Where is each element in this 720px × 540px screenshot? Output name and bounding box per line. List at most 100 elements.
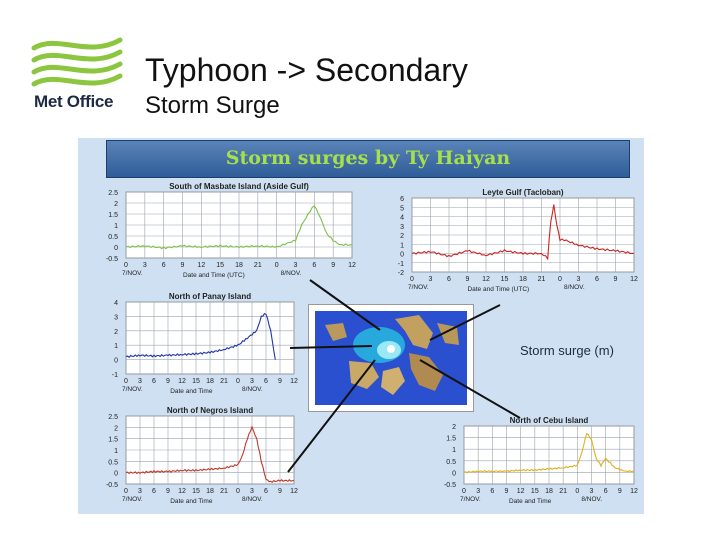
- y-tick-label: 2.5: [108, 414, 118, 421]
- x-tick-label: 18: [235, 262, 243, 269]
- x-tick-label: 0: [410, 276, 414, 283]
- map-graphic: [315, 311, 467, 405]
- y-tick-label: 0: [400, 252, 404, 259]
- series-line-panay: [125, 312, 276, 360]
- y-tick-label: 1: [400, 242, 404, 249]
- x-tick-label: 6: [162, 262, 166, 269]
- x-tick-label: 12: [348, 262, 356, 269]
- x-tick-label: 9: [278, 488, 282, 495]
- x-tick-label: 0: [462, 488, 466, 495]
- met-office-logo: [31, 37, 123, 87]
- gridlines: [125, 301, 295, 375]
- x-tick-label: 3: [429, 276, 433, 283]
- y-tick-label: 0: [452, 470, 456, 477]
- series-line-negros: [125, 425, 295, 484]
- chart-title: North of Cebu Island: [510, 416, 589, 425]
- y-tick-label: 2.5: [108, 190, 118, 197]
- x-tick-label: 18: [545, 488, 553, 495]
- arrow-masbate: [309, 279, 381, 331]
- date-label: 7/NOV.: [122, 496, 143, 503]
- y-tick-label: 3: [114, 314, 118, 321]
- x-tick-label: 0: [558, 276, 562, 283]
- y-tick-label: 1: [114, 343, 118, 350]
- x-tick-label: 9: [331, 262, 335, 269]
- x-axis-label: Date and Time: [509, 498, 552, 505]
- x-tick-label: 9: [278, 378, 282, 385]
- x-tick-label: 9: [505, 488, 509, 495]
- chart-cebu: North of Cebu Island 2 1.5 1 0.5 0 -0.5 0 3 6 9 12 1…: [444, 416, 638, 505]
- y-tick-label: 2: [400, 233, 404, 240]
- x-tick-label: 0: [236, 488, 240, 495]
- x-tick-label: 3: [590, 488, 594, 495]
- x-tick-label: 21: [559, 488, 567, 495]
- x-tick-label: 6: [152, 378, 156, 385]
- x-tick-label: 3: [294, 262, 298, 269]
- x-tick-label: 6: [604, 488, 608, 495]
- y-tick-label: 1: [114, 223, 118, 230]
- x-tick-label: 3: [138, 488, 142, 495]
- y-tick-label: 1.5: [108, 212, 118, 219]
- y-tick-label: -1: [112, 372, 118, 379]
- x-tick-label: 21: [220, 488, 228, 495]
- chart-title: North of Panay Island: [169, 292, 251, 301]
- x-tick-label: 12: [482, 276, 490, 283]
- y-tick-label: 1.5: [446, 436, 456, 443]
- x-tick-label: 12: [290, 378, 298, 385]
- x-tick-label: 0: [124, 378, 128, 385]
- date-label: 8/NOV.: [281, 270, 302, 277]
- y-tick-label: -0.5: [106, 482, 118, 489]
- x-tick-label: 3: [476, 488, 480, 495]
- y-tick-label: -0.5: [106, 256, 118, 263]
- y-tick-label: 0: [114, 245, 118, 252]
- x-tick-label: 0: [575, 488, 579, 495]
- x-tick-label: 18: [206, 488, 214, 495]
- chart-title: Leyte Gulf (Tacloban): [482, 188, 564, 197]
- y-tick-label: 5: [400, 205, 404, 212]
- series-line-leyte: [411, 204, 635, 261]
- chart-negros: North of Negros Island 2.5 2 1.5 1 0.5 0 -0.5 0 3…: [106, 406, 298, 505]
- x-tick-label: 6: [312, 262, 316, 269]
- x-tick-label: 6: [152, 488, 156, 495]
- arrow-leyte: [429, 304, 501, 341]
- date-label: 8/NOV.: [242, 496, 263, 503]
- arrow-panay: [289, 345, 373, 349]
- x-tick-label: 18: [206, 378, 214, 385]
- series-line-masbate: [125, 205, 353, 250]
- x-tick-label: 15: [216, 262, 224, 269]
- x-tick-label: 3: [143, 262, 147, 269]
- y-tick-label: 0: [114, 471, 118, 478]
- x-tick-label: 15: [192, 378, 200, 385]
- x-tick-label: 12: [178, 378, 186, 385]
- date-label: 7/NOV.: [460, 496, 481, 503]
- y-tick-label: 4: [400, 215, 404, 222]
- x-tick-label: 21: [538, 276, 546, 283]
- y-tick-label: 1: [452, 447, 456, 454]
- y-tick-label: 4: [114, 300, 118, 307]
- y-tick-label: 6: [400, 196, 404, 203]
- x-tick-label: 21: [254, 262, 262, 269]
- gridlines: [125, 415, 295, 485]
- x-tick-label: 6: [447, 276, 451, 283]
- x-tick-label: 6: [264, 378, 268, 385]
- x-tick-label: 3: [138, 378, 142, 385]
- y-tick-label: -0.5: [444, 482, 456, 489]
- x-tick-label: 12: [630, 276, 638, 283]
- x-tick-label: 9: [166, 488, 170, 495]
- x-tick-label: 12: [517, 488, 525, 495]
- x-axis-label: Date and Time: [170, 388, 213, 395]
- slide-subtitle: Storm Surge: [145, 92, 280, 119]
- x-tick-label: 6: [490, 488, 494, 495]
- x-tick-label: 9: [618, 488, 622, 495]
- x-tick-label: 0: [124, 488, 128, 495]
- y-tick-label: 2: [114, 425, 118, 432]
- x-tick-label: 9: [166, 378, 170, 385]
- x-tick-label: 3: [250, 378, 254, 385]
- figure-banner: Storm surges by Ty Haiyan: [106, 140, 630, 178]
- x-tick-label: 6: [264, 488, 268, 495]
- y-tick-label: 3: [400, 224, 404, 231]
- date-label: 8/NOV.: [581, 496, 602, 503]
- x-tick-label: 9: [181, 262, 185, 269]
- x-tick-label: 9: [614, 276, 618, 283]
